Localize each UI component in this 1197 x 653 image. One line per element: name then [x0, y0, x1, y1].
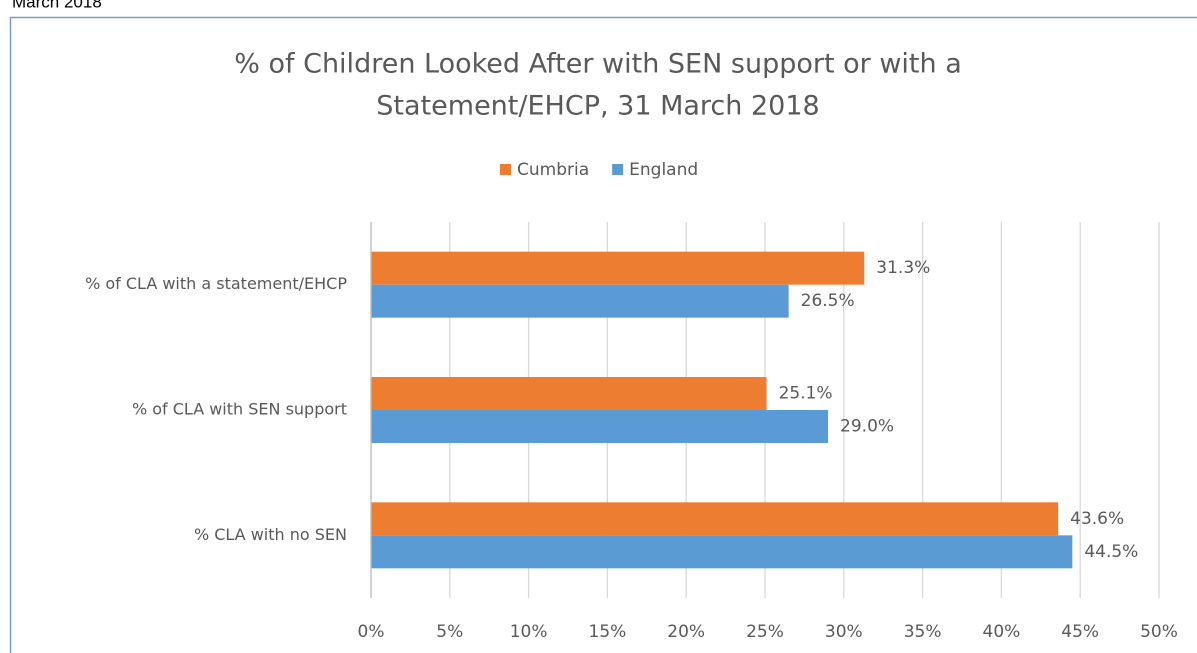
y-tick-label: % of CLA with a statement/EHCP	[85, 274, 347, 293]
value-label: 26.5%	[801, 291, 855, 311]
value-label: 25.1%	[779, 384, 833, 404]
x-tick-label: 0%	[358, 622, 385, 642]
y-tick-label: % CLA with no SEN	[194, 525, 347, 544]
bar	[371, 284, 789, 318]
legend-swatch	[612, 164, 624, 175]
x-tick-label: 35%	[904, 622, 942, 642]
chart-title: Statement/EHCP, 31 March 2018	[376, 91, 819, 122]
bar	[371, 410, 829, 443]
legend-label: England	[629, 160, 698, 180]
value-label: 43.6%	[1070, 509, 1124, 529]
caption: March 2018	[12, 0, 102, 11]
bar	[371, 377, 767, 410]
x-tick-label: 10%	[510, 622, 548, 642]
value-label: 31.3%	[876, 258, 930, 278]
legend-swatch	[500, 164, 511, 175]
x-tick-label: 40%	[983, 622, 1021, 642]
bar	[371, 502, 1059, 536]
x-tick-label: 45%	[1061, 622, 1099, 642]
x-tick-label: 25%	[746, 622, 784, 642]
y-tick-label: % of CLA with SEN support	[132, 400, 347, 419]
value-label: 44.5%	[1084, 542, 1138, 562]
bar	[371, 535, 1073, 569]
x-tick-label: 20%	[667, 622, 705, 642]
value-label: 29.0%	[840, 417, 894, 437]
legend-label: Cumbria	[517, 160, 589, 180]
chart-title: % of Children Looked After with SEN supp…	[234, 49, 962, 80]
x-tick-label: 15%	[589, 622, 627, 642]
x-tick-label: 5%	[436, 622, 463, 642]
x-tick-label: 30%	[825, 622, 863, 642]
x-tick-label: 50%	[1140, 622, 1178, 642]
bar	[371, 251, 865, 285]
